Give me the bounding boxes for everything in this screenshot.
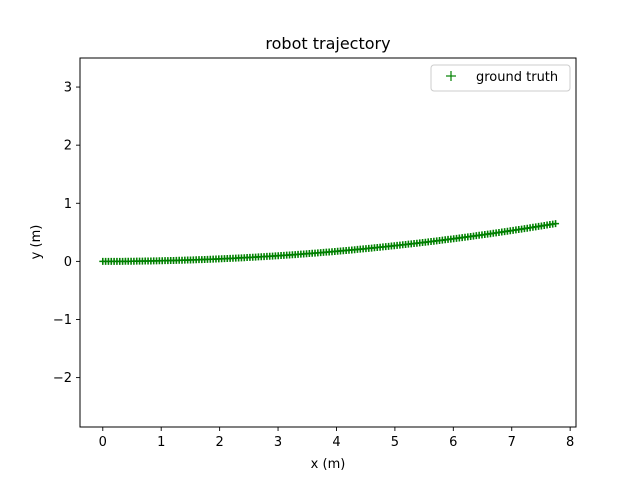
- x-axis-label: x (m): [311, 457, 346, 472]
- ground-truth-series: [99, 220, 560, 265]
- x-tick-label: 4: [332, 435, 340, 450]
- y-tick-label: −1: [53, 313, 72, 328]
- y-tick-label: 2: [64, 139, 72, 154]
- y-tick-label: −2: [53, 371, 72, 386]
- x-tick-label: 2: [215, 435, 223, 450]
- legend: ground truth: [430, 64, 571, 92]
- x-axis: 0 1 2 3 4 5 6 7 8: [99, 427, 574, 450]
- x-tick-label: 0: [99, 435, 107, 450]
- legend-box: [430, 64, 571, 92]
- y-tick-label: 0: [64, 255, 72, 270]
- legend-marker-icon: [446, 71, 456, 81]
- x-tick-label: 8: [566, 435, 574, 450]
- x-tick-label: 3: [274, 435, 282, 450]
- ground-truth-point: [552, 220, 560, 228]
- x-tick-label: 5: [391, 435, 399, 450]
- y-axis: −2 −1 0 1 2 3: [53, 81, 80, 386]
- x-tick-label: 6: [449, 435, 457, 450]
- legend-label: ground truth: [476, 70, 558, 85]
- x-tick-label: 7: [508, 435, 516, 450]
- plot-frame: [79, 57, 577, 428]
- y-tick-label: 1: [64, 197, 72, 212]
- chart-title: robot trajectory: [265, 34, 390, 53]
- y-tick-label: 3: [64, 81, 72, 96]
- y-axis-label: y (m): [29, 225, 44, 260]
- x-tick-label: 1: [157, 435, 165, 450]
